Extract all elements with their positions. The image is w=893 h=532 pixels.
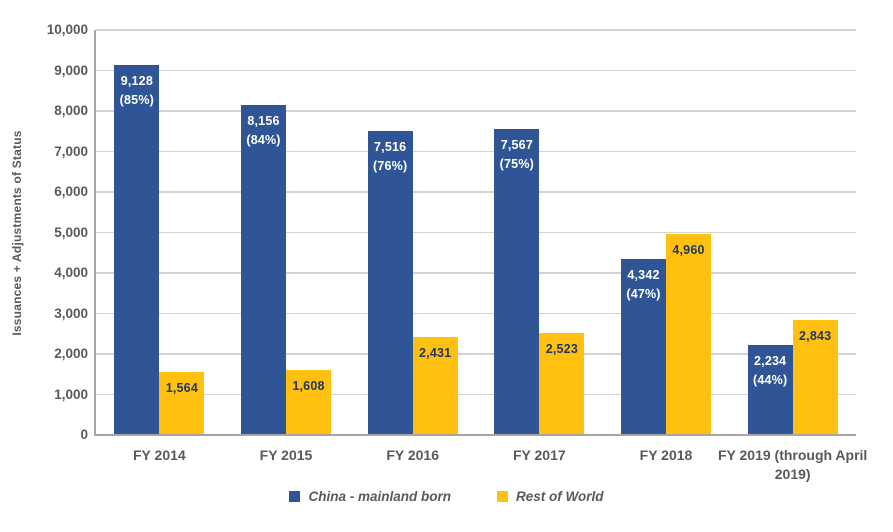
bar-value-label: 2,843 xyxy=(799,328,832,343)
bar-value-label: 7,567 (75%) xyxy=(499,137,534,171)
bar-value-label: 2,431 xyxy=(419,345,452,360)
bar-row-5: 4,960 xyxy=(666,234,711,435)
legend-swatch-icon xyxy=(289,491,301,502)
gridline xyxy=(96,29,856,31)
bar-china-3: 7,516 (76%) xyxy=(367,130,413,435)
gridline xyxy=(96,150,856,153)
gridline xyxy=(96,312,856,315)
x-tick-label: FY 2018 xyxy=(639,447,693,463)
bar-value-label: 4,342 (47%) xyxy=(626,268,661,302)
legend-item: China - mainland born xyxy=(289,489,451,504)
x-tick-label: FY 2015 xyxy=(259,447,313,463)
y-tick-label: 0 xyxy=(80,427,88,442)
bar-value-label: 1,608 xyxy=(292,378,325,393)
y-tick-label: 2,000 xyxy=(54,346,88,361)
bar-value-label: 7,516 (76%) xyxy=(372,139,408,173)
bar-value-label: 2,234 (44%) xyxy=(752,353,788,387)
y-tick-label: 7,000 xyxy=(54,143,88,159)
gridline xyxy=(96,231,856,234)
bar-china-2: 8,156 (84%) xyxy=(241,104,286,435)
gridline xyxy=(96,191,856,193)
bar-row-1: 1,564 xyxy=(159,371,205,435)
gridline xyxy=(96,272,856,274)
bar-china-4: 7,567 (75%) xyxy=(494,128,540,435)
legend-label: Rest of World xyxy=(516,489,604,504)
y-tick-label: 8,000 xyxy=(54,103,88,118)
y-tick-label: 9,000 xyxy=(54,62,88,78)
x-tick-label: FY 2017 xyxy=(512,447,566,463)
y-tick-label: 10,000 xyxy=(46,22,88,37)
bar-value-label: 4,960 xyxy=(672,243,705,258)
bar-row-6: 2,843 xyxy=(792,319,838,435)
y-tick-label: 1,000 xyxy=(54,386,88,402)
y-tick-label: 3,000 xyxy=(54,305,88,321)
bar-china-1: 9,128 (85%) xyxy=(114,65,160,435)
bar-value-label: 9,128 (85%) xyxy=(119,74,154,108)
x-tick-label: FY 2014 xyxy=(133,447,186,463)
gridline xyxy=(96,69,856,72)
bar-china-6: 2,234 (44%) xyxy=(747,344,793,435)
bar-value-label: 1,564 xyxy=(165,380,198,395)
bar-value-label: 8,156 (84%) xyxy=(246,113,281,147)
legend-swatch-icon xyxy=(497,491,508,502)
x-tick-label: FY 2016 xyxy=(386,447,439,463)
x-axis-line xyxy=(94,434,856,436)
y-tick-label: 4,000 xyxy=(54,265,88,280)
x-tick-label: FY 2019 (through April 2019) xyxy=(717,447,868,482)
bar-row-2: 1,608 xyxy=(286,369,331,435)
y-axis-line xyxy=(94,30,96,435)
y-tick-label: 6,000 xyxy=(54,184,88,199)
y-tick-label: 5,000 xyxy=(54,224,88,240)
bar-row-3: 2,431 xyxy=(412,336,458,435)
legend: China - mainland born Rest of World xyxy=(0,489,893,504)
gridline xyxy=(96,353,856,355)
legend-label: China - mainland born xyxy=(308,489,451,504)
legend-item: Rest of World xyxy=(497,489,604,504)
bar-value-label: 2,523 xyxy=(545,341,578,356)
y-axis-ticks: 0 1,000 2,000 3,000 4,000 5,000 6,000 7,000 8,00… xyxy=(0,22,88,442)
gridline xyxy=(96,393,856,396)
gridline xyxy=(96,110,856,112)
bar-china-5: 4,342 (47%) xyxy=(621,259,666,435)
plot-area: 9,128 (85%) 1,564 8,156 (84%) 1,608 7,516 (76%)… xyxy=(94,29,856,436)
bar-row-4: 2,523 xyxy=(539,332,585,435)
